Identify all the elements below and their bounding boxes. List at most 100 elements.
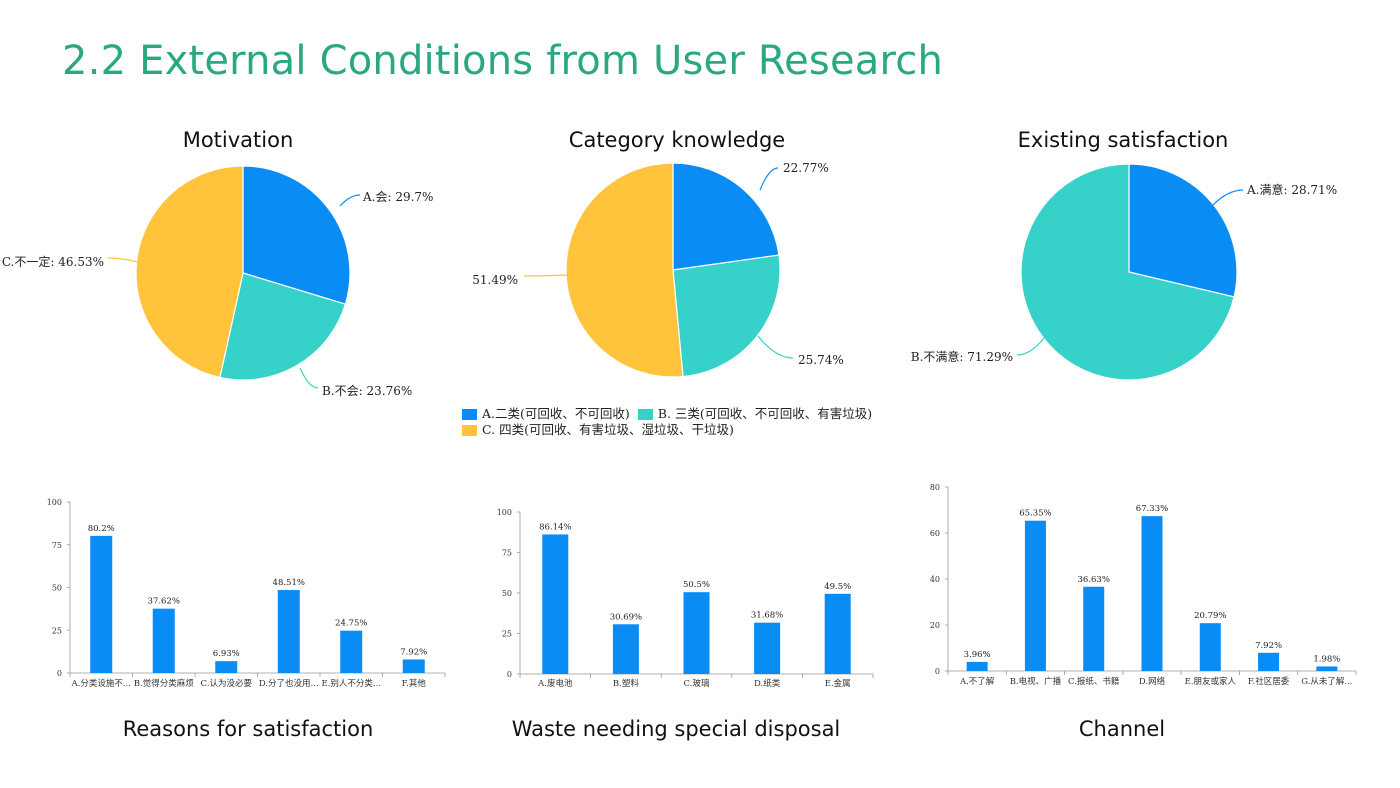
bar-value-label-0-5: 7.92% [400, 647, 427, 657]
pie-leader-line-1-0 [759, 167, 779, 191]
bar-title-waste: Waste needing special disposal [511, 717, 841, 741]
pie-label-1-0: 22.77% [783, 161, 829, 175]
bar-y-tick-label-1-3: 75 [502, 549, 512, 558]
bar-y-tick-label-2-2: 40 [930, 575, 940, 584]
pie-label-0-0: A.会: 29.7% [362, 190, 433, 204]
bar-1-3 [754, 622, 781, 674]
bar-y-tick-label-1-4: 100 [497, 508, 512, 517]
bar-value-label-1-3: 31.68% [751, 611, 783, 621]
bar-0-4 [340, 630, 363, 673]
bar-value-label-0-2: 6.93% [213, 649, 240, 659]
bar-y-tick-label-0-4: 100 [47, 498, 62, 507]
pie-slice-0-2 [135, 165, 244, 379]
bar-category-label-2-6: G.从未了解... [1301, 676, 1352, 687]
pie-slice-2-1 [1020, 163, 1235, 381]
pie-label-2-1: B.不满意: 71.29% [911, 349, 1013, 364]
pie-label-0-2: C.不一定: 46.53% [2, 254, 104, 269]
bar-category-label-1-1: B.塑料 [613, 678, 639, 689]
bar-category-label-0-1: B.觉得分类麻烦 [134, 678, 194, 689]
bar-category-label-1-0: A.废电池 [537, 678, 573, 689]
bar-value-label-2-2: 36.63% [1078, 575, 1110, 585]
bar-value-label-0-3: 48.51% [273, 578, 305, 588]
bar-y-tick-label-0-3: 75 [52, 541, 62, 550]
bar-value-label-2-5: 7.92% [1255, 641, 1282, 651]
pie-label-0-1: B.不会: 23.76% [322, 384, 412, 398]
bar-y-tick-label-0-0: 0 [57, 669, 62, 678]
bar-category-label-2-5: F.社区居委 [1248, 676, 1290, 687]
bar-title-reasons: Reasons for satisfaction [122, 717, 374, 741]
legend-label: B. 三类(可回收、不可回收、有害垃圾) [657, 406, 873, 421]
pie-leader-line-2-0 [1212, 189, 1244, 206]
bar-value-label-2-1: 65.35% [1019, 509, 1051, 519]
legend-swatch-teal [637, 408, 653, 420]
bar-2-2 [1083, 586, 1105, 671]
bar-y-tick-label-2-0: 0 [935, 667, 940, 676]
bar-value-label-1-2: 50.5% [683, 580, 710, 590]
bar-y-tick-label-0-2: 50 [52, 584, 62, 593]
bar-category-label-0-0: A.分类设施不... [71, 678, 131, 689]
pie-leader-line-0-1 [299, 367, 319, 389]
bar-0-0 [90, 535, 113, 673]
pie-slice-1-1 [672, 254, 781, 378]
bar-value-label-2-4: 20.79% [1194, 611, 1226, 621]
chart-legend: A.二类(可回收、不可回收) B. 三类(可回收、不可回收、有害垃圾) C. 四… [462, 406, 880, 438]
bar-value-label-2-0: 3.96% [964, 650, 991, 660]
pie-label-1-2: 51.49% [472, 273, 518, 287]
bar-y-tick-label-1-1: 25 [502, 630, 512, 639]
bar-2-0 [966, 661, 988, 671]
bar-category-label-0-3: D.分了也没用... [259, 678, 319, 689]
bar-2-5 [1258, 652, 1280, 671]
bar-y-tick-label-2-4: 80 [930, 483, 940, 492]
bar-1-1 [612, 624, 639, 674]
bar-y-tick-label-2-3: 60 [930, 529, 940, 538]
bar-category-label-2-3: D.网络 [1139, 676, 1166, 687]
bar-y-tick-label-1-2: 50 [502, 589, 512, 598]
pie-title-category-knowledge: Category knowledge [568, 128, 786, 152]
bar-2-3 [1141, 516, 1163, 671]
bar-value-label-2-6: 1.98% [1313, 654, 1340, 664]
pie-label-2-0: A.满意: 28.71% [1246, 182, 1337, 197]
bar-value-label-0-0: 80.2% [88, 524, 115, 534]
legend-swatch-yellow [462, 424, 477, 436]
pie-leader-line-0-2 [107, 257, 138, 263]
bar-value-label-1-0: 86.14% [539, 522, 571, 532]
pie-slice-1-0 [672, 162, 780, 271]
bar-category-label-2-1: B.电视、广播 [1010, 676, 1062, 687]
bar-1-4 [824, 593, 851, 674]
bar-1-2 [683, 592, 710, 674]
pie-slice-0-1 [219, 272, 347, 381]
pie-leader-line-1-2 [523, 274, 568, 277]
bar-category-label-2-0: A.不了解 [959, 676, 995, 687]
page-title: 2.2 External Conditions from User Resear… [62, 38, 943, 84]
pie-leader-line-1-1 [757, 335, 794, 359]
bar-2-4 [1199, 623, 1221, 671]
bar-y-tick-label-0-1: 25 [52, 626, 62, 635]
bar-2-6 [1316, 666, 1338, 671]
bar-category-label-1-2: C.玻璃 [684, 678, 710, 689]
bar-value-label-1-1: 30.69% [610, 612, 642, 622]
bar-0-1 [152, 608, 175, 673]
legend-item-b: B. 三类(可回收、不可回收、有害垃圾) [637, 406, 873, 422]
bar-y-tick-label-1-0: 0 [507, 670, 512, 679]
bar-1-0 [542, 534, 569, 674]
bar-0-3 [277, 590, 300, 673]
pie-label-1-1: 25.74% [798, 353, 844, 367]
bar-category-label-0-5: F.其他 [402, 678, 427, 689]
bar-category-label-1-4: E.金属 [825, 678, 851, 689]
bar-title-channel: Channel [1078, 717, 1166, 741]
pie-slice-1-2 [565, 162, 684, 378]
bar-2-1 [1024, 520, 1046, 671]
legend-label: C. 四类(可回收、有害垃圾、湿垃圾、干垃圾) [482, 422, 734, 437]
legend-label: A.二类(可回收、不可回收) [482, 406, 630, 421]
pie-title-motivation: Motivation [182, 128, 294, 152]
bar-y-tick-label-2-1: 20 [930, 621, 940, 630]
pie-leader-line-2-1 [1016, 337, 1045, 356]
pie-title-existing-satisfaction: Existing satisfaction [1017, 128, 1229, 152]
bar-category-label-0-2: C.认为没必要 [201, 678, 253, 689]
bar-category-label-1-3: D.纸类 [754, 678, 781, 689]
pie-leader-line-0-0 [339, 194, 361, 207]
bar-0-5 [402, 659, 425, 673]
bar-value-label-2-3: 67.33% [1136, 504, 1168, 514]
pie-slice-0-0 [242, 165, 351, 305]
